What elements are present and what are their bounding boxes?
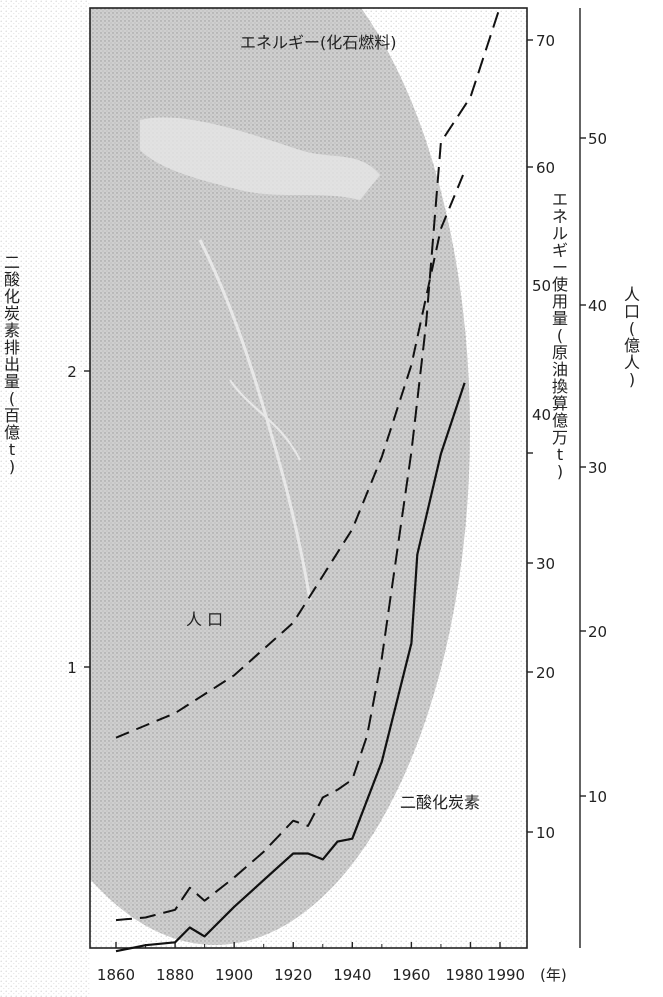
x-tick-label: 1960 xyxy=(392,966,430,984)
pop-tick-50: 50 xyxy=(588,130,607,148)
energy-axis: 70 60 50 40 30 20 10 xyxy=(527,32,555,842)
series-label-population: 人 口 xyxy=(186,610,223,629)
energy-axis-label: エネルギー使用量(原油換算億万 t) xyxy=(552,190,568,481)
x-tick-label: 1900 xyxy=(215,966,253,984)
left-tick-1: 1 xyxy=(67,659,77,677)
energy-tick-30: 30 xyxy=(536,555,555,573)
left-tick-2: 2 xyxy=(67,363,77,381)
x-axis-unit: (年) xyxy=(540,966,567,984)
energy-tick-20: 20 xyxy=(536,664,555,682)
x-tick-label: 1860 xyxy=(97,966,135,984)
series-label-energy: エネルギー(化石燃料) xyxy=(240,33,397,52)
pop-tick-10: 10 xyxy=(588,788,607,806)
x-tick-label: 1940 xyxy=(333,966,371,984)
left-axis: 2 1 xyxy=(67,363,90,677)
x-tick-label: 1990 xyxy=(487,966,525,984)
x-tick-label: 1880 xyxy=(156,966,194,984)
series-layer xyxy=(115,6,501,953)
paper-texture xyxy=(0,0,90,997)
population-axis-label: 人口(億人) xyxy=(624,285,640,389)
plot-frame xyxy=(89,7,528,949)
x-tick-label: 1920 xyxy=(274,966,312,984)
x-axis: 1860 1880 1900 1920 1940 1960 1980 1990 xyxy=(97,942,525,984)
energy-tick-10: 10 xyxy=(536,824,555,842)
series-label-co2: 二酸化炭素 xyxy=(400,793,480,812)
pop-tick-20: 20 xyxy=(588,623,607,641)
pop-tick-30: 30 xyxy=(588,459,607,477)
x-tick-label: 1980 xyxy=(445,966,483,984)
series-line-0 xyxy=(115,382,466,953)
energy-tick-70: 70 xyxy=(536,32,555,50)
population-axis: 50 40 30 20 10 xyxy=(579,8,607,948)
globe-illustration xyxy=(90,8,527,948)
energy-tick-50: 50 xyxy=(532,277,551,295)
series-line-1 xyxy=(115,6,501,922)
pop-tick-40: 40 xyxy=(588,297,607,315)
left-axis-label: 二酸化炭素排出量(百億 t) xyxy=(4,253,20,476)
energy-tick-60: 60 xyxy=(536,159,555,177)
energy-tick-40: 40 xyxy=(532,406,551,424)
